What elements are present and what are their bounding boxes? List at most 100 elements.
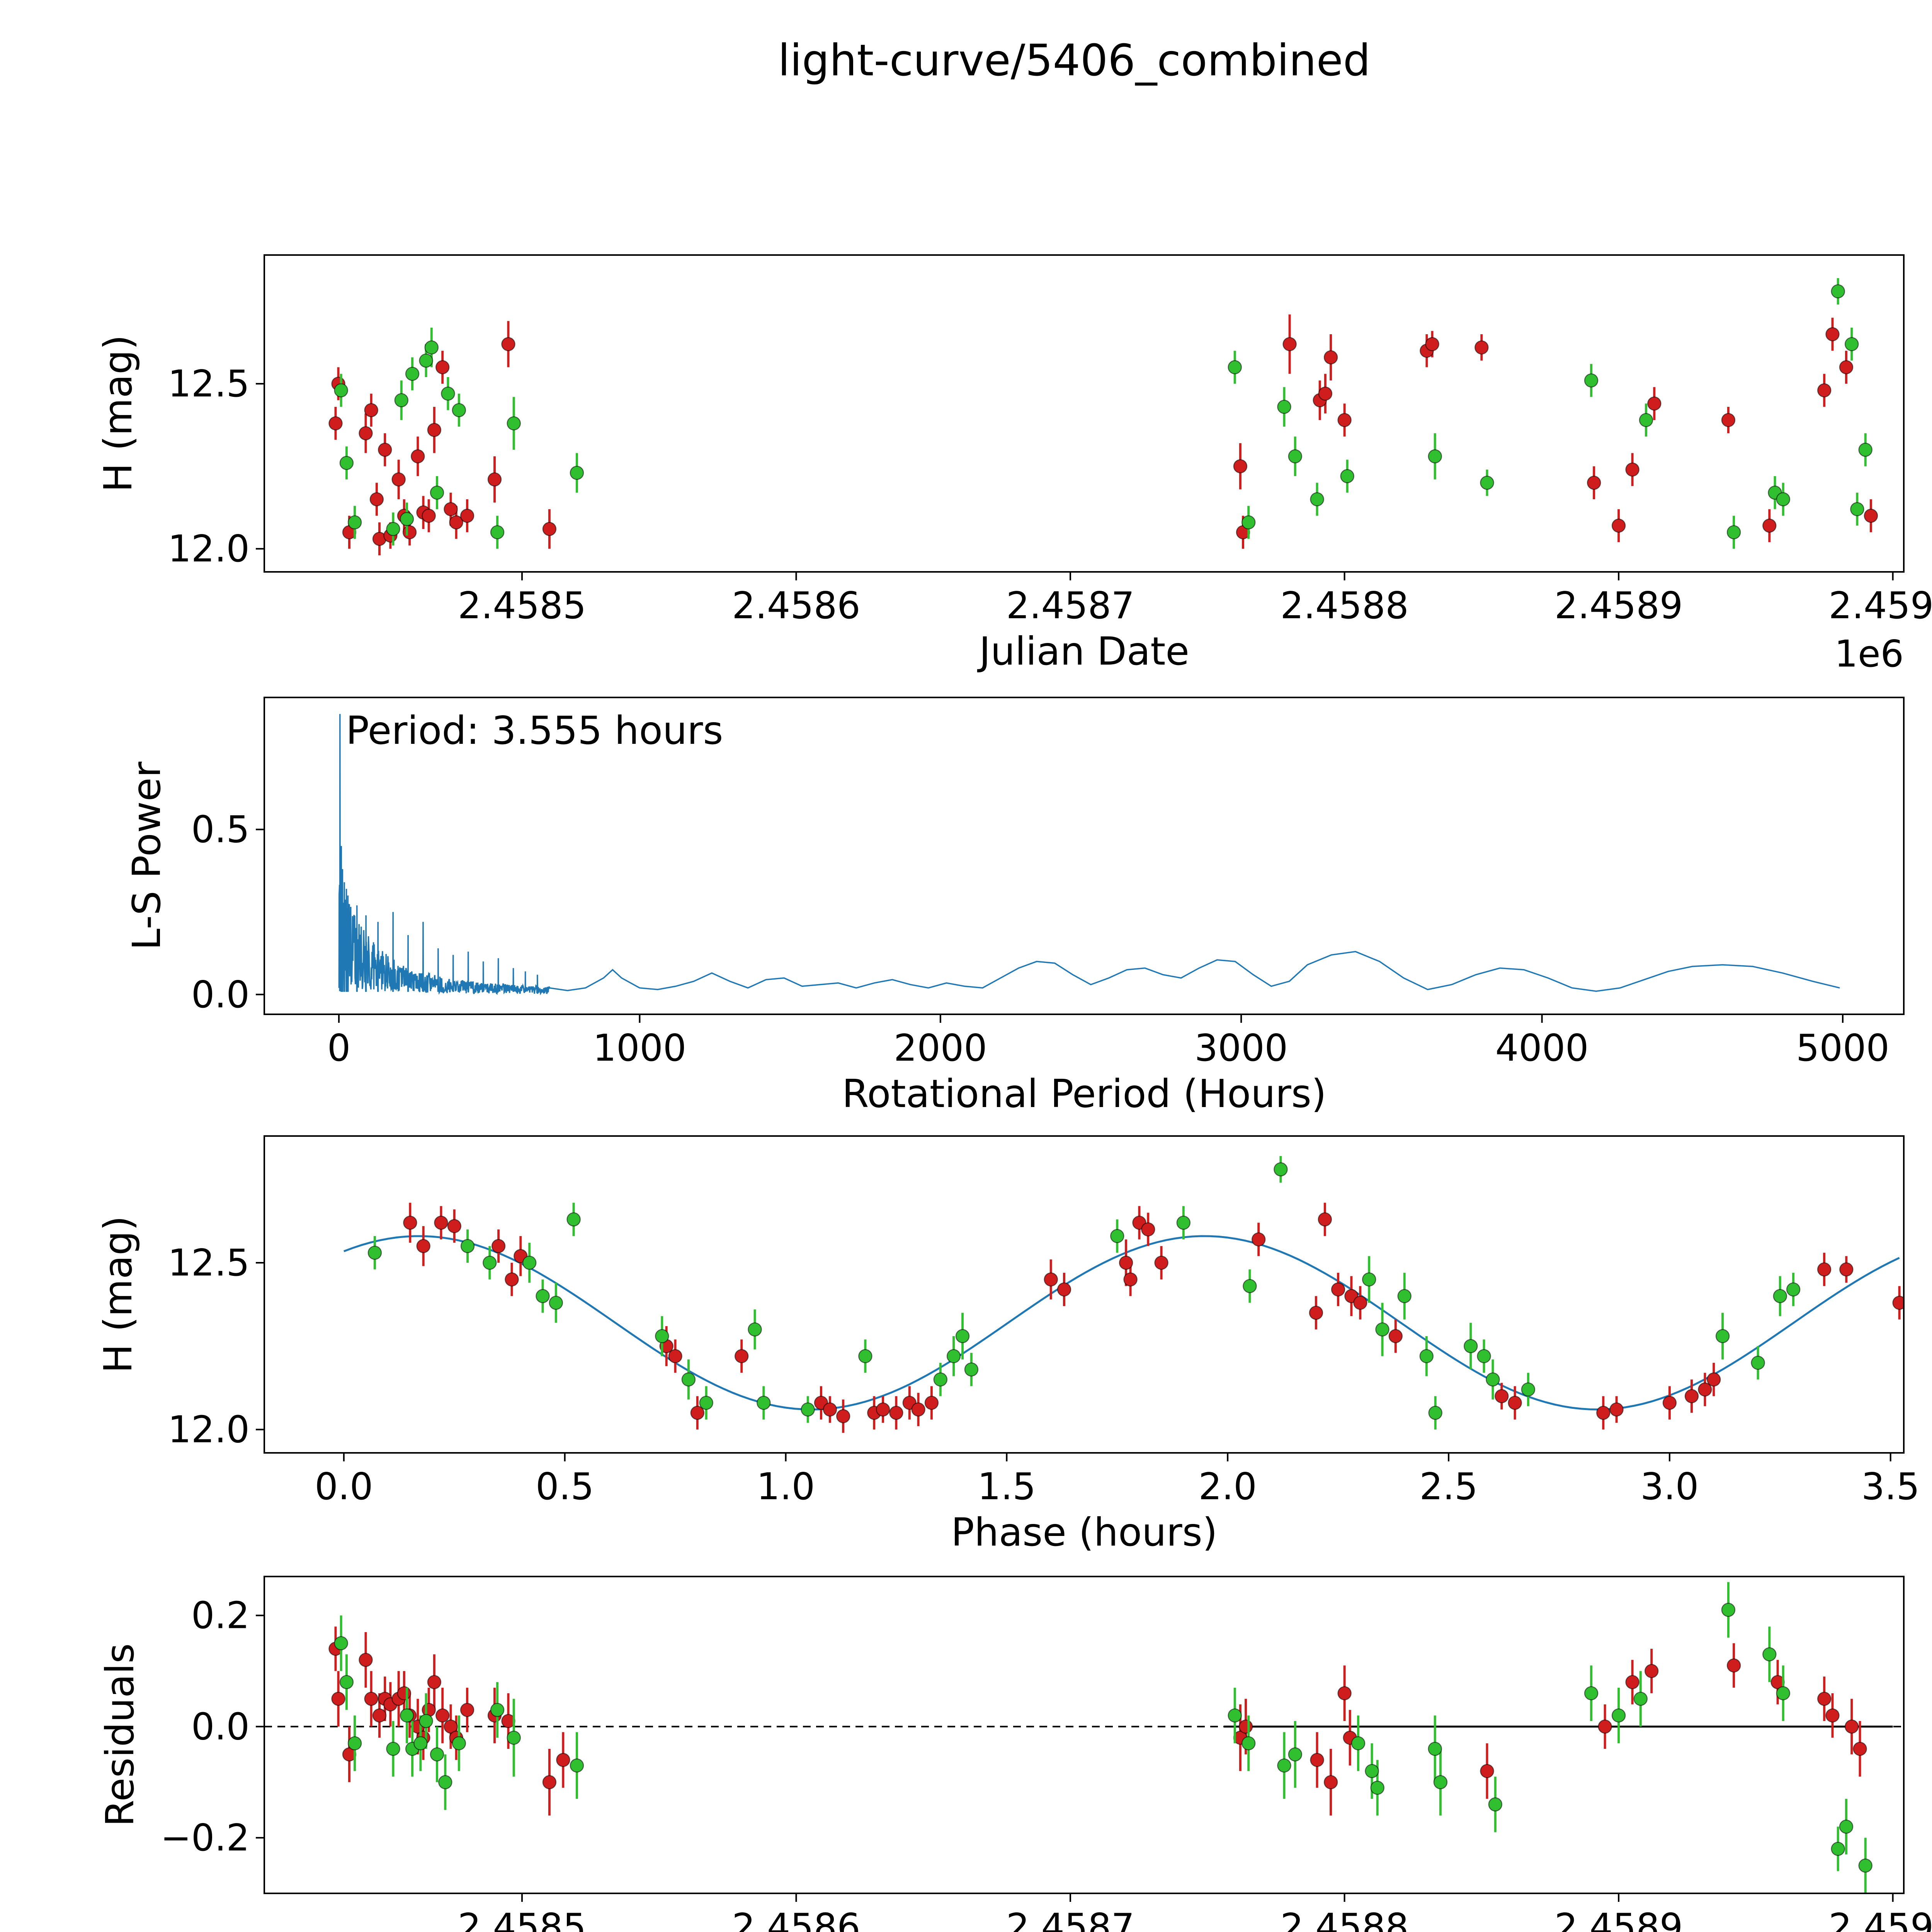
x-tick-label: 3.0 <box>1640 1466 1699 1508</box>
panel4-ylabel: Residuals <box>97 1643 143 1827</box>
data-point <box>1233 459 1248 473</box>
x-tick-label: 1000 <box>593 1027 687 1070</box>
data-point <box>1817 383 1832 398</box>
data-point <box>1176 1216 1191 1230</box>
data-point <box>444 502 458 516</box>
phase-fit-line <box>344 1235 1900 1411</box>
data-point <box>1362 1272 1376 1287</box>
data-point <box>367 1245 382 1260</box>
data-point <box>955 1329 970 1344</box>
x-tick-label: 2.4589 <box>1554 585 1683 627</box>
data-point <box>505 1272 519 1287</box>
data-point <box>394 393 409 408</box>
series-green <box>334 278 1872 549</box>
data-point <box>911 1402 925 1417</box>
data-point <box>1480 1764 1494 1778</box>
panel-periodogram: 0 1000 2000 3000 4000 5000 0.0 0.5 <box>191 697 1905 1070</box>
data-point <box>570 1758 584 1773</box>
data-point <box>734 1349 749 1363</box>
x-tick-label: 0.0 <box>315 1466 373 1508</box>
data-point <box>490 1703 505 1717</box>
data-point <box>522 1255 537 1270</box>
data-point <box>369 492 384 507</box>
x-tick-label: 2.4586 <box>732 585 860 627</box>
data-point <box>1786 1282 1801 1297</box>
data-point <box>655 1329 669 1344</box>
data-point <box>876 1402 890 1417</box>
data-point <box>1277 400 1291 414</box>
y-tick-label: 0.0 <box>191 1706 250 1748</box>
data-point <box>372 1708 387 1723</box>
data-point <box>933 1372 948 1387</box>
data-point <box>419 354 433 368</box>
panel-phased: 0.0 0.5 1.0 1.5 2.0 2.5 3.0 3.5 12.0 12.5 <box>168 1135 1920 1508</box>
data-point <box>1243 1279 1257 1293</box>
data-point <box>1839 1820 1854 1834</box>
data-point <box>1141 1222 1155 1236</box>
data-point <box>549 1296 563 1310</box>
data-point <box>419 1714 433 1728</box>
data-point <box>1684 1389 1699 1403</box>
data-point <box>1495 1389 1509 1403</box>
data-point <box>444 1719 458 1734</box>
data-point <box>1776 492 1791 507</box>
data-point <box>378 442 392 457</box>
data-point <box>1625 462 1639 477</box>
data-point <box>427 423 442 437</box>
data-point <box>1839 360 1854 374</box>
data-point <box>1475 340 1489 355</box>
data-point <box>400 512 414 526</box>
data-point <box>1844 1719 1859 1734</box>
data-point <box>1762 1647 1777 1662</box>
data-point <box>1611 519 1626 533</box>
x-tick-label: 0 <box>327 1027 350 1070</box>
data-point <box>507 1730 521 1745</box>
data-point <box>1154 1255 1168 1270</box>
data-point <box>1310 1753 1324 1767</box>
data-point <box>1370 1781 1384 1795</box>
data-point <box>427 1675 442 1689</box>
data-point <box>449 515 463 530</box>
data-point <box>452 403 466 417</box>
data-point <box>1762 519 1777 533</box>
data-point <box>402 525 417 539</box>
data-point <box>1698 1382 1712 1397</box>
data-point <box>416 1239 430 1253</box>
data-point <box>1639 413 1653 427</box>
data-point <box>1521 1382 1536 1397</box>
periodogram-line <box>338 714 1840 996</box>
data-point <box>690 1406 705 1420</box>
data-point <box>1310 492 1324 507</box>
data-point <box>1773 1289 1787 1303</box>
data-point <box>1839 1262 1854 1277</box>
data-point <box>483 1255 497 1270</box>
data-point <box>364 1692 378 1706</box>
data-point <box>699 1396 713 1410</box>
data-point <box>757 1396 771 1410</box>
x-tick-label: 1.0 <box>757 1466 815 1508</box>
x-tick-label: 2.5 <box>1419 1466 1478 1508</box>
panel1-offset-text: 1e6 <box>1835 633 1904 675</box>
data-point <box>1375 1322 1389 1337</box>
panel1-ylabel: H (mag) <box>95 335 141 492</box>
data-point <box>1353 1296 1367 1310</box>
data-point <box>1057 1282 1071 1297</box>
x-tick-label: 4000 <box>1495 1027 1589 1070</box>
data-point <box>1587 476 1601 490</box>
data-point <box>1318 1212 1332 1227</box>
data-point <box>1323 350 1338 365</box>
x-tick-label: 2000 <box>894 1027 987 1070</box>
data-point <box>359 426 373 440</box>
data-point <box>1864 509 1878 523</box>
data-point <box>347 515 362 530</box>
x-tick-label: 2.4586 <box>732 1906 860 1932</box>
data-point <box>1721 1603 1736 1617</box>
data-point <box>411 449 425 464</box>
data-point <box>391 472 406 487</box>
data-point <box>339 1675 354 1689</box>
data-point <box>1044 1272 1058 1287</box>
data-point <box>339 456 354 470</box>
x-tick-label: 1.5 <box>978 1466 1036 1508</box>
data-point <box>542 522 557 536</box>
data-point <box>1251 1232 1266 1247</box>
